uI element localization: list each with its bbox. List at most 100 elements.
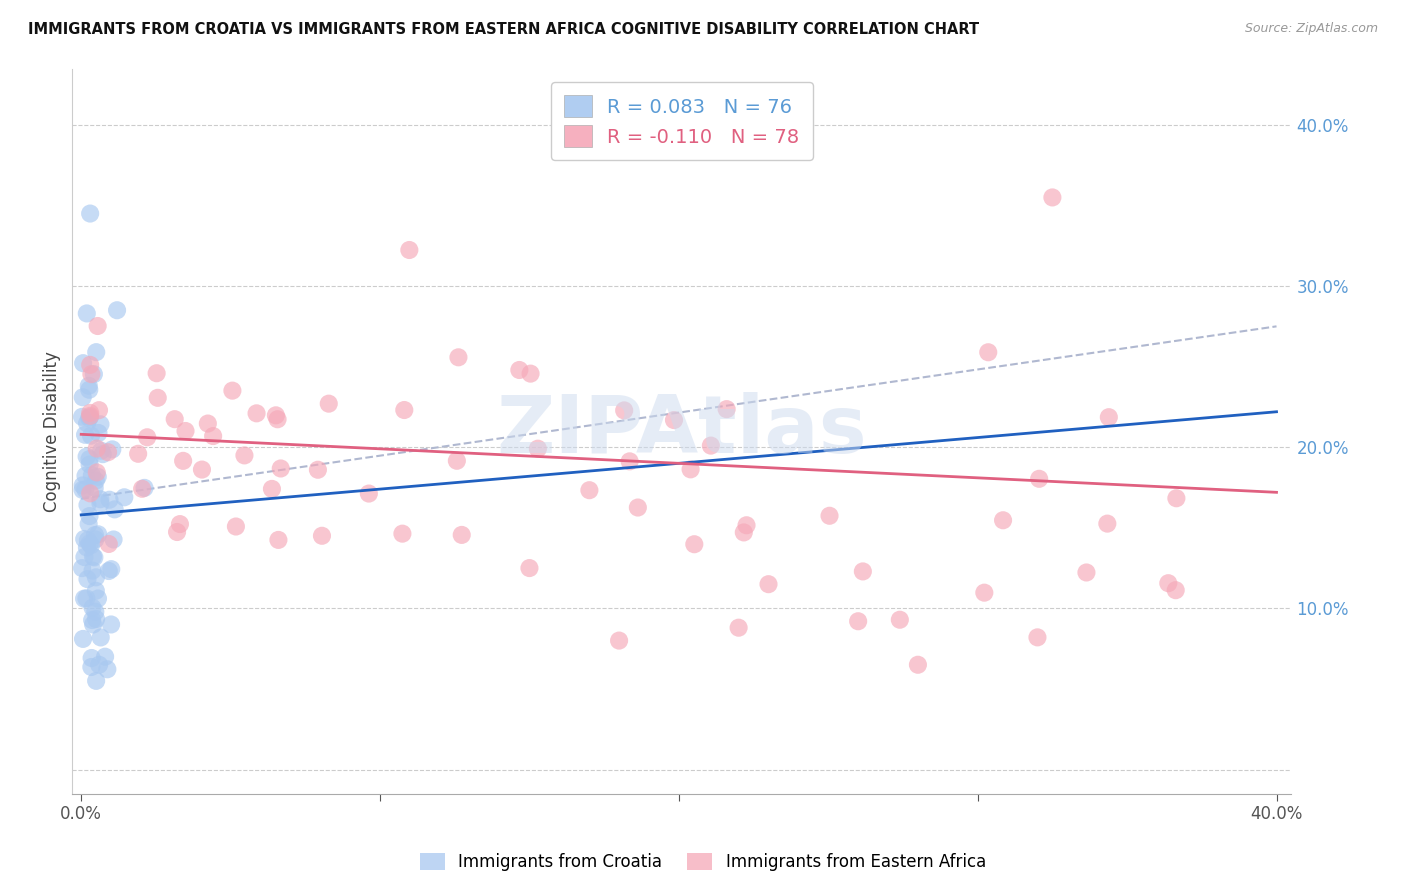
Point [450,528,472,542]
Point [700,439,723,453]
Point [1026,631,1049,645]
Point [73,591,96,606]
Point [627,500,650,515]
Point [82,613,104,627]
Point [82,549,104,564]
Text: ZIPAtlas: ZIPAtlas [496,392,868,470]
Point [202,429,225,443]
Point [87,470,110,484]
Point [76,498,98,512]
Point [100,562,122,576]
Point [79,458,101,472]
Point [127,447,149,461]
Point [79,452,101,467]
Point [818,508,841,523]
Point [77,533,100,548]
Point [75,483,97,497]
Point [907,657,929,672]
Legend: R = 0.083   N = 76, R = -0.110   N = 78: R = 0.083 N = 76, R = -0.110 N = 78 [551,82,813,161]
Point [84,345,107,359]
Point [76,450,98,464]
Point [225,519,247,533]
Point [82,617,104,632]
Point [735,518,758,533]
Point [112,490,135,504]
Point [89,417,111,432]
Point [87,527,110,541]
Point [73,550,96,565]
Point [852,565,875,579]
Point [91,447,114,461]
Point [264,409,287,423]
Text: IMMIGRANTS FROM CROATIA VS IMMIGRANTS FROM EASTERN AFRICA COGNITIVE DISABILITY C: IMMIGRANTS FROM CROATIA VS IMMIGRANTS FR… [28,22,979,37]
Point [72,483,94,497]
Point [72,478,94,492]
Y-axis label: Cognitive Disability: Cognitive Disability [44,351,60,511]
Point [662,413,685,427]
Point [267,533,290,547]
Point [1028,472,1050,486]
Point [80,468,103,483]
Point [80,428,103,442]
Point [90,443,112,458]
Point [578,483,600,498]
Point [79,206,101,220]
Point [607,633,630,648]
Point [519,561,541,575]
Point [75,427,97,442]
Point [1076,566,1098,580]
Point [79,409,101,423]
Point [84,605,107,619]
Point [619,454,641,468]
Point [1166,491,1188,506]
Point [79,410,101,425]
Point [97,537,120,551]
Point [101,442,124,457]
Point [70,409,93,424]
Point [96,662,118,676]
Point [94,649,117,664]
Point [98,492,121,507]
Point [77,411,100,425]
Point [991,513,1014,527]
Point [174,424,197,438]
Point [758,577,780,591]
Point [82,600,104,615]
Point [80,367,103,381]
Point [727,621,749,635]
Point [145,366,167,380]
Point [79,406,101,420]
Point [86,318,108,333]
Point [75,591,97,606]
Point [76,541,98,555]
Point [97,564,120,578]
Point [1164,583,1187,598]
Point [191,462,214,476]
Point [100,617,122,632]
Point [83,481,105,495]
Point [84,583,107,598]
Point [716,402,738,417]
Point [83,550,105,565]
Point [134,481,156,495]
Point [266,412,288,426]
Point [679,462,702,476]
Point [87,591,110,606]
Point [105,303,128,318]
Point [447,351,470,365]
Point [87,403,110,417]
Point [97,445,120,459]
Point [163,412,186,426]
Point [79,358,101,372]
Point [270,461,292,475]
Point [146,391,169,405]
Point [197,417,219,431]
Point [136,430,159,444]
Point [72,356,94,370]
Point [84,673,107,688]
Point [84,528,107,542]
Point [84,474,107,488]
Point [973,585,995,599]
Point [76,306,98,320]
Point [77,383,100,397]
